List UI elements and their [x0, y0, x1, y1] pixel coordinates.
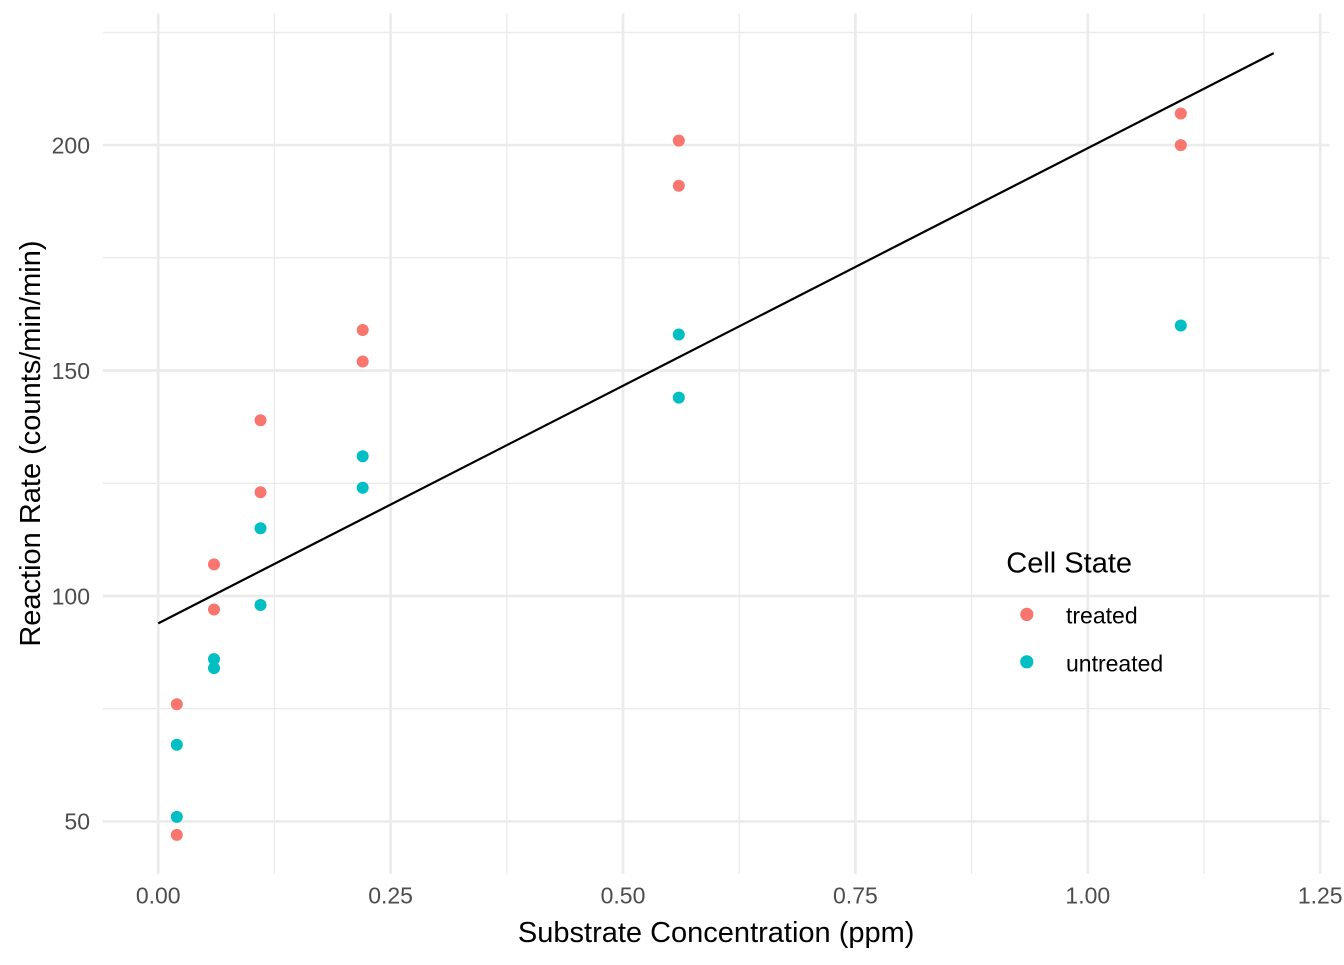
svg-text:Cell State: Cell State: [1006, 548, 1132, 580]
svg-text:50: 50: [64, 809, 90, 835]
svg-text:0.50: 0.50: [601, 883, 646, 909]
svg-text:0.75: 0.75: [833, 883, 878, 909]
svg-text:Substrate Concentration (ppm): Substrate Concentration (ppm): [518, 917, 915, 949]
svg-text:0.00: 0.00: [136, 883, 181, 909]
svg-text:Reaction Rate (counts/min/min): Reaction Rate (counts/min/min): [15, 241, 47, 647]
svg-text:100: 100: [52, 583, 90, 609]
svg-text:150: 150: [52, 358, 90, 384]
svg-text:0.25: 0.25: [368, 883, 413, 909]
svg-text:1.00: 1.00: [1065, 883, 1110, 909]
svg-text:1.25: 1.25: [1298, 883, 1343, 909]
svg-text:untreated: untreated: [1066, 650, 1163, 676]
svg-text:200: 200: [52, 132, 90, 158]
svg-text:treated: treated: [1066, 603, 1138, 629]
